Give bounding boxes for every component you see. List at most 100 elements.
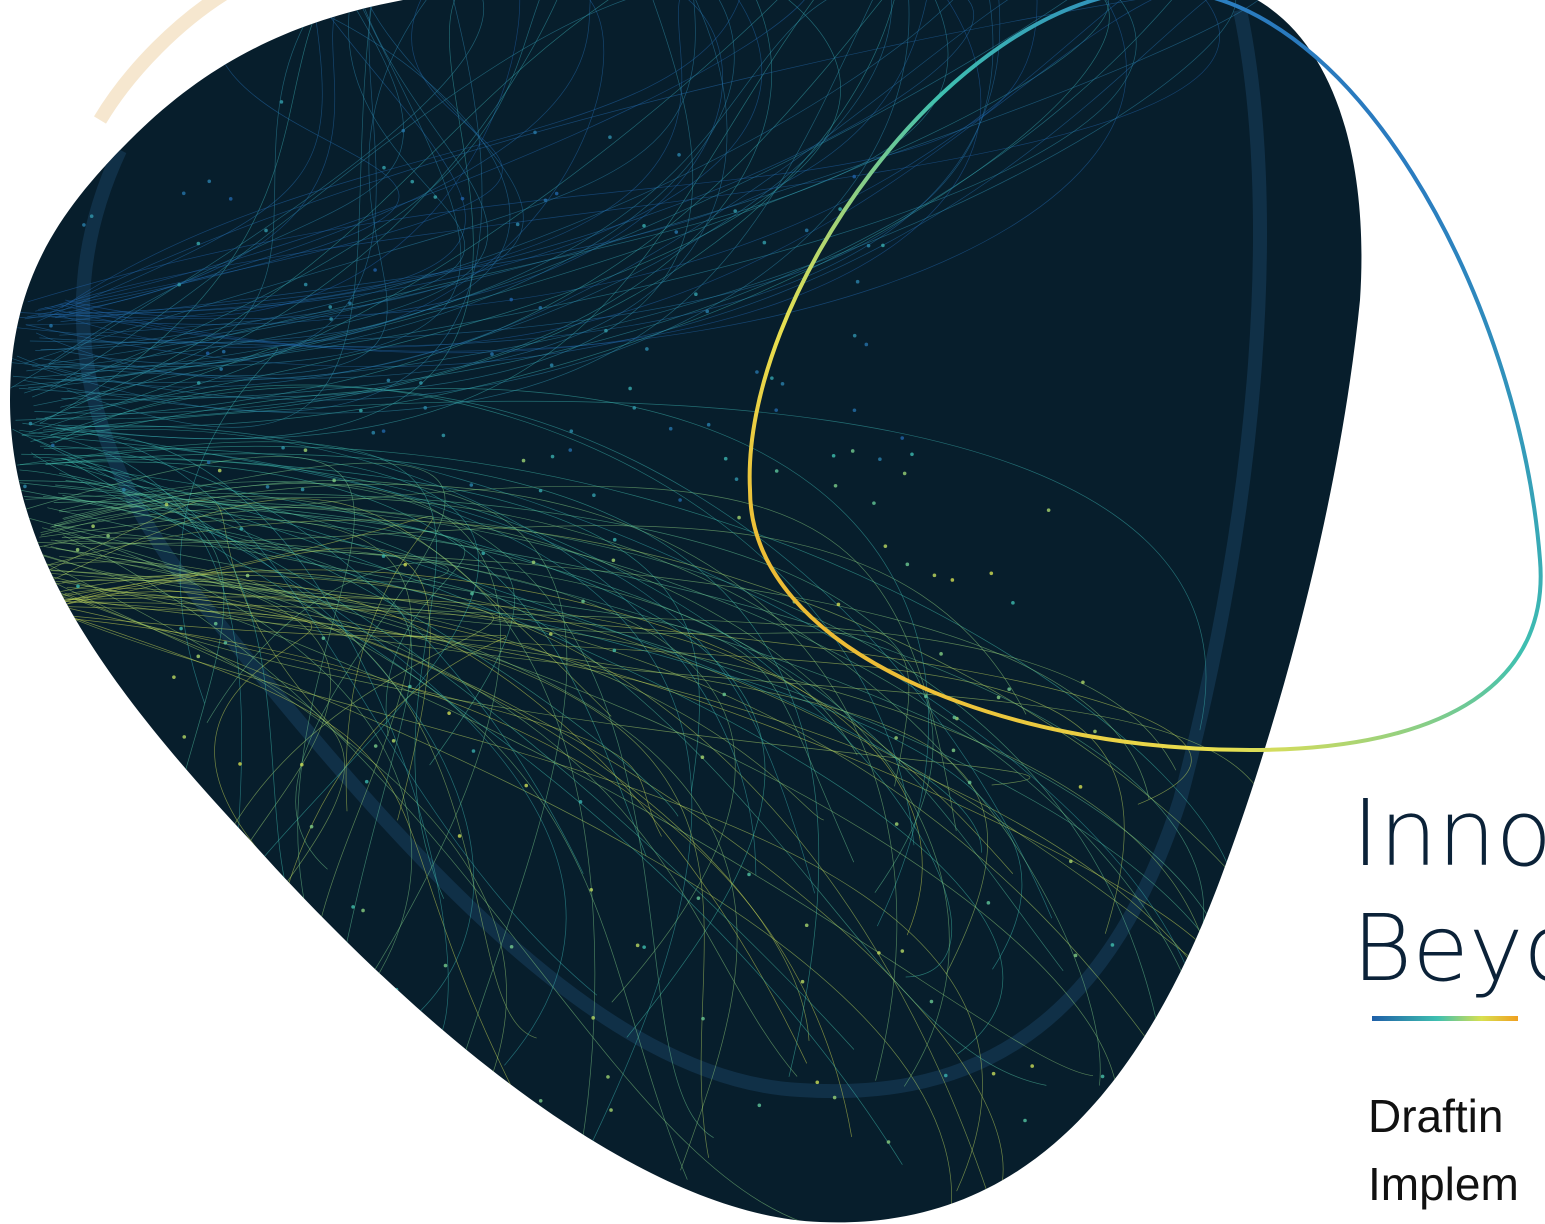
particle: [471, 749, 476, 753]
particle: [361, 908, 365, 913]
particle: [332, 478, 336, 483]
particle: [609, 1108, 613, 1112]
particle: [855, 279, 860, 284]
particle: [104, 875, 109, 880]
particle: [611, 558, 616, 563]
particle: [441, 433, 446, 438]
flow-line: [25, 493, 934, 893]
flow-line: [26, 0, 974, 326]
flow-line: [35, 0, 972, 352]
particle: [345, 1040, 349, 1044]
flow-line: [49, 0, 1279, 314]
particle: [910, 452, 914, 457]
particle: [300, 487, 305, 492]
particle: [469, 483, 474, 487]
flow-line: [21, 548, 1094, 1077]
particle: [1081, 680, 1085, 685]
particle: [281, 930, 285, 934]
particle: [223, 641, 228, 645]
flow-line: [53, 524, 858, 756]
particle: [90, 938, 94, 943]
flow-line: [35, 0, 899, 420]
particle: [221, 349, 226, 354]
particle: [762, 240, 767, 245]
particle: [1093, 729, 1097, 734]
particle: [169, 784, 173, 788]
particle: [348, 301, 352, 306]
particle: [181, 191, 186, 196]
particle: [245, 573, 250, 578]
flow-line: [39, 485, 957, 831]
particle: [373, 268, 377, 272]
particle: [592, 493, 596, 498]
particle: [450, 1056, 455, 1061]
flow-line: [33, 0, 873, 378]
particle: [531, 560, 536, 565]
flow-line: [38, 0, 728, 379]
particle: [329, 317, 333, 321]
particle: [28, 421, 33, 426]
flow-line: [32, 498, 612, 717]
particle: [991, 1071, 996, 1076]
particle: [872, 501, 876, 505]
flow-line: [59, 473, 679, 817]
flow-line: [18, 0, 694, 398]
flow-line: [32, 0, 548, 398]
particle: [628, 386, 632, 391]
particle: [833, 483, 838, 488]
particle: [1069, 859, 1073, 864]
particle: [701, 1016, 705, 1021]
particle: [1138, 1069, 1143, 1074]
particle: [205, 351, 210, 356]
particle: [578, 800, 583, 804]
particle: [76, 584, 80, 589]
particle: [75, 547, 80, 552]
flow-line: [11, 456, 355, 1007]
particle: [122, 487, 126, 492]
particle: [303, 448, 308, 452]
particle: [612, 537, 617, 542]
particle: [543, 198, 548, 203]
flow-line: [61, 457, 982, 853]
particle: [196, 381, 201, 385]
flow-line: [17, 441, 445, 899]
flow-line: [45, 453, 820, 1077]
particle: [193, 962, 198, 966]
particle: [48, 972, 53, 977]
flow-line: [16, 0, 892, 388]
flow-line: [29, 0, 994, 343]
particle: [1110, 943, 1115, 947]
flow-line: [65, 0, 521, 317]
flow-line: [50, 428, 757, 876]
particle: [878, 457, 882, 462]
flow-line: [51, 463, 766, 1038]
particle: [838, 207, 842, 211]
particle: [747, 872, 751, 877]
flow-line: [39, 593, 1125, 934]
particle: [831, 453, 836, 458]
flow-line: [68, 0, 763, 314]
particle: [172, 675, 176, 679]
flow-line: [22, 569, 923, 936]
particle: [548, 632, 553, 636]
flow-line: [54, 594, 810, 1041]
particle: [419, 381, 423, 385]
particle: [800, 979, 805, 984]
flow-line: [17, 0, 1146, 320]
particle: [410, 179, 415, 184]
particle: [423, 405, 428, 410]
particle: [403, 562, 408, 567]
flow-line: [42, 527, 688, 1180]
flow-line: [24, 0, 696, 364]
particle: [351, 905, 355, 909]
particle: [96, 778, 101, 783]
flow-line: [21, 516, 449, 724]
flow-line: [61, 0, 1189, 400]
flow-line: [39, 445, 584, 874]
particle: [774, 469, 779, 473]
particle: [457, 834, 462, 838]
particle: [207, 179, 212, 184]
particle: [206, 460, 211, 465]
particle: [111, 1037, 116, 1042]
flow-line: [53, 500, 1174, 1165]
